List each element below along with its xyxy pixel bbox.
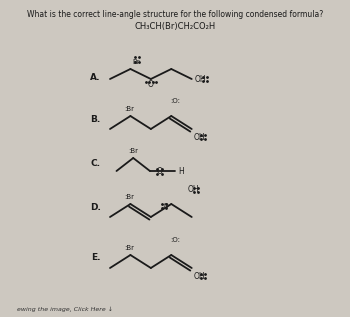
Text: C.: C. [91, 158, 101, 167]
Text: :Br: :Br [125, 194, 134, 200]
Text: :Br: :Br [125, 245, 134, 251]
Text: OH: OH [194, 272, 205, 281]
Text: What is the correct line-angle structure for the following condensed formula?: What is the correct line-angle structure… [27, 10, 323, 19]
Text: A.: A. [90, 73, 101, 81]
Text: Br: Br [132, 59, 140, 65]
Text: :Br: :Br [125, 106, 134, 112]
Text: :O: :O [161, 203, 168, 209]
Text: O: O [148, 80, 154, 89]
Text: E.: E. [91, 254, 101, 262]
Text: OH: OH [194, 133, 205, 142]
Text: B.: B. [90, 114, 101, 124]
Text: ewing the image, Click Here ↓: ewing the image, Click Here ↓ [17, 307, 113, 312]
Text: O: O [156, 167, 162, 177]
Text: OH: OH [195, 74, 206, 83]
Text: :O:: :O: [170, 98, 180, 104]
Text: :O:: :O: [170, 237, 180, 243]
Text: :Br: :Br [128, 148, 138, 154]
Text: OH: OH [188, 185, 200, 194]
Text: D.: D. [90, 203, 101, 211]
Text: H: H [178, 166, 183, 176]
Text: CH₃CH(Br)CH₂CO₂H: CH₃CH(Br)CH₂CO₂H [134, 22, 216, 31]
